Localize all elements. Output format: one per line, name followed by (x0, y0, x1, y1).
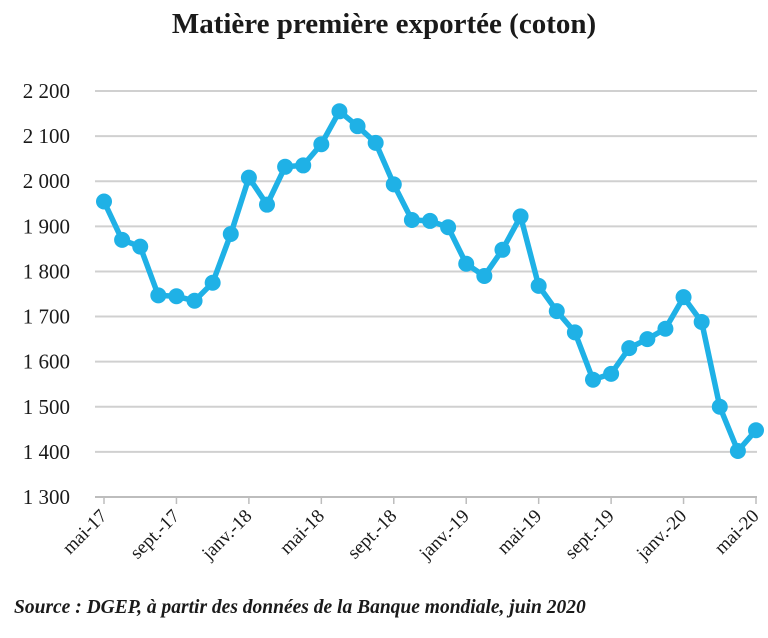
data-point (711, 398, 728, 415)
x-tick-label: sept.-19 (561, 506, 619, 564)
data-point (114, 231, 131, 248)
data-point (530, 277, 547, 294)
data-point (313, 136, 330, 153)
data-point (168, 288, 185, 305)
data-point (748, 422, 764, 439)
data-point (204, 274, 221, 291)
data-point (512, 208, 529, 225)
y-tick-label: 1 900 (23, 214, 70, 238)
x-tick-label: mai-19 (493, 506, 546, 559)
y-tick-label: 1 300 (23, 485, 70, 509)
y-tick-label: 1 400 (23, 440, 70, 464)
data-point (132, 238, 149, 255)
data-point (729, 442, 746, 459)
data-point (585, 371, 601, 388)
data-point (657, 320, 674, 337)
x-tick-label: janv.-18 (197, 506, 256, 565)
data-point (458, 255, 475, 272)
data-point (259, 196, 275, 213)
x-tick-label: mai-18 (276, 506, 329, 559)
data-point (150, 287, 167, 304)
series-line (101, 108, 759, 454)
y-tick-label: 1 600 (23, 350, 70, 374)
source-note: Source : DGEP, à partir des données de l… (14, 597, 586, 618)
x-tick-label: janv.-19 (415, 506, 474, 565)
x-axis-tick-labels: mai-17 sept.-17 janv.-18 mai-18 sept.-18 janv… (59, 506, 764, 565)
y-tick-label: 2 200 (23, 79, 70, 103)
y-axis-tick-labels: 1 300 1 400 1 500 1 600 1 700 1 800 1 900 2 000… (23, 79, 70, 509)
data-point (603, 365, 620, 382)
data-point (476, 267, 493, 284)
series-layer (96, 103, 764, 459)
data-point (222, 226, 239, 243)
x-tick-label: mai-17 (59, 506, 112, 559)
data-point (621, 340, 638, 357)
y-tick-label: 2 000 (23, 169, 70, 193)
axes (95, 496, 757, 504)
data-point (494, 241, 511, 258)
data-point (96, 193, 112, 210)
data-point (675, 289, 692, 306)
x-tick-label: sept.-17 (126, 506, 184, 564)
gridlines (95, 90, 757, 453)
data-point (403, 212, 420, 229)
x-tick-label: sept.-18 (344, 506, 402, 564)
data-point (639, 331, 656, 348)
data-point (440, 219, 457, 236)
data-point (349, 118, 366, 135)
y-tick-label: 1 800 (23, 259, 70, 283)
chart-title: Matière première exportée (coton) (171, 8, 597, 40)
data-point (548, 303, 565, 320)
data-point (566, 324, 583, 341)
y-tick-label: 1 500 (23, 395, 70, 419)
data-point (295, 157, 312, 174)
data-point (422, 212, 438, 229)
data-point (367, 134, 384, 151)
data-point (240, 169, 257, 186)
data-point (331, 103, 348, 120)
y-tick-label: 1 700 (23, 305, 70, 329)
data-point (277, 158, 294, 175)
y-tick-label: 2 100 (23, 124, 70, 148)
data-point (693, 313, 710, 330)
data-point (385, 176, 402, 193)
x-tick-label: janv.-20 (632, 506, 691, 565)
x-tick-label: mai-20 (711, 506, 764, 559)
data-point (186, 292, 203, 309)
